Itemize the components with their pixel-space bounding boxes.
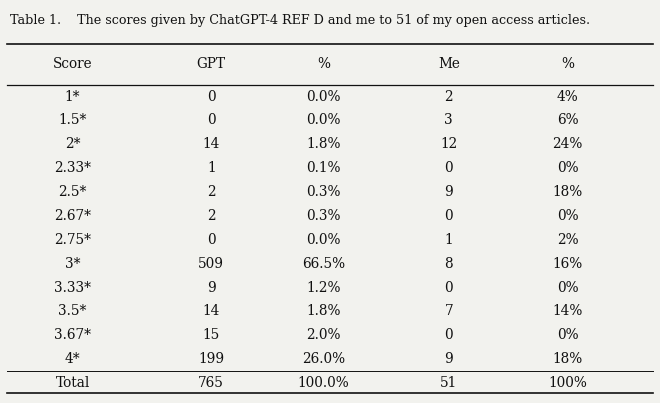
Text: 2.0%: 2.0% xyxy=(306,328,341,342)
Text: 0.3%: 0.3% xyxy=(306,185,341,199)
Text: 1*: 1* xyxy=(65,89,81,104)
Text: 3*: 3* xyxy=(65,257,81,271)
Text: 9: 9 xyxy=(444,185,453,199)
Text: 9: 9 xyxy=(207,280,216,295)
Text: 0.0%: 0.0% xyxy=(306,89,341,104)
Text: 0.3%: 0.3% xyxy=(306,209,341,223)
Text: 0: 0 xyxy=(444,209,453,223)
Text: 2.67*: 2.67* xyxy=(54,209,91,223)
Text: 9: 9 xyxy=(444,352,453,366)
Text: Score: Score xyxy=(53,58,92,71)
Text: 3.33*: 3.33* xyxy=(54,280,91,295)
Text: 0.0%: 0.0% xyxy=(306,233,341,247)
Text: 2.33*: 2.33* xyxy=(54,161,91,175)
Text: 1: 1 xyxy=(444,233,453,247)
Text: %: % xyxy=(317,58,330,71)
Text: 0: 0 xyxy=(444,161,453,175)
Text: 1: 1 xyxy=(207,161,216,175)
Text: Me: Me xyxy=(438,58,460,71)
Text: %: % xyxy=(561,58,574,71)
Text: 7: 7 xyxy=(444,304,453,318)
Text: 16%: 16% xyxy=(552,257,583,271)
Text: 100.0%: 100.0% xyxy=(298,376,349,390)
Text: 26.0%: 26.0% xyxy=(302,352,345,366)
Text: 18%: 18% xyxy=(552,352,583,366)
Text: 0: 0 xyxy=(444,328,453,342)
Text: 2: 2 xyxy=(444,89,453,104)
Text: 14: 14 xyxy=(203,304,220,318)
Text: 15: 15 xyxy=(203,328,220,342)
Text: 1.5*: 1.5* xyxy=(59,113,86,127)
Text: 3.67*: 3.67* xyxy=(54,328,91,342)
Text: 2*: 2* xyxy=(65,137,81,151)
Text: 0%: 0% xyxy=(557,209,578,223)
Text: 2: 2 xyxy=(207,209,216,223)
Text: 1.8%: 1.8% xyxy=(306,304,341,318)
Text: 0: 0 xyxy=(207,233,216,247)
Text: 0: 0 xyxy=(207,89,216,104)
Text: 0.1%: 0.1% xyxy=(306,161,341,175)
Text: 0%: 0% xyxy=(557,161,578,175)
Text: 1.2%: 1.2% xyxy=(306,280,341,295)
Text: 100%: 100% xyxy=(548,376,587,390)
Text: 4%: 4% xyxy=(557,89,578,104)
Text: 18%: 18% xyxy=(552,185,583,199)
Text: 51: 51 xyxy=(440,376,457,390)
Text: 2%: 2% xyxy=(557,233,578,247)
Text: 0: 0 xyxy=(207,113,216,127)
Text: 3.5*: 3.5* xyxy=(59,304,86,318)
Text: 24%: 24% xyxy=(552,137,583,151)
Text: 1.8%: 1.8% xyxy=(306,137,341,151)
Text: Total: Total xyxy=(55,376,90,390)
Text: 3: 3 xyxy=(444,113,453,127)
Text: Table 1.    The scores given by ChatGPT-4 REF D and me to 51 of my open access a: Table 1. The scores given by ChatGPT-4 R… xyxy=(10,14,590,27)
Text: 4*: 4* xyxy=(65,352,81,366)
Text: 14%: 14% xyxy=(552,304,583,318)
Text: 14: 14 xyxy=(203,137,220,151)
Text: 765: 765 xyxy=(198,376,224,390)
Text: 0%: 0% xyxy=(557,328,578,342)
Text: 2: 2 xyxy=(207,185,216,199)
Text: 6%: 6% xyxy=(557,113,578,127)
Text: 2.75*: 2.75* xyxy=(54,233,91,247)
Text: 199: 199 xyxy=(198,352,224,366)
Text: 509: 509 xyxy=(198,257,224,271)
Text: 0%: 0% xyxy=(557,280,578,295)
Text: 0.0%: 0.0% xyxy=(306,113,341,127)
Text: GPT: GPT xyxy=(197,58,226,71)
Text: 12: 12 xyxy=(440,137,457,151)
Text: 66.5%: 66.5% xyxy=(302,257,345,271)
Text: 8: 8 xyxy=(444,257,453,271)
Text: 0: 0 xyxy=(444,280,453,295)
Text: 2.5*: 2.5* xyxy=(59,185,86,199)
